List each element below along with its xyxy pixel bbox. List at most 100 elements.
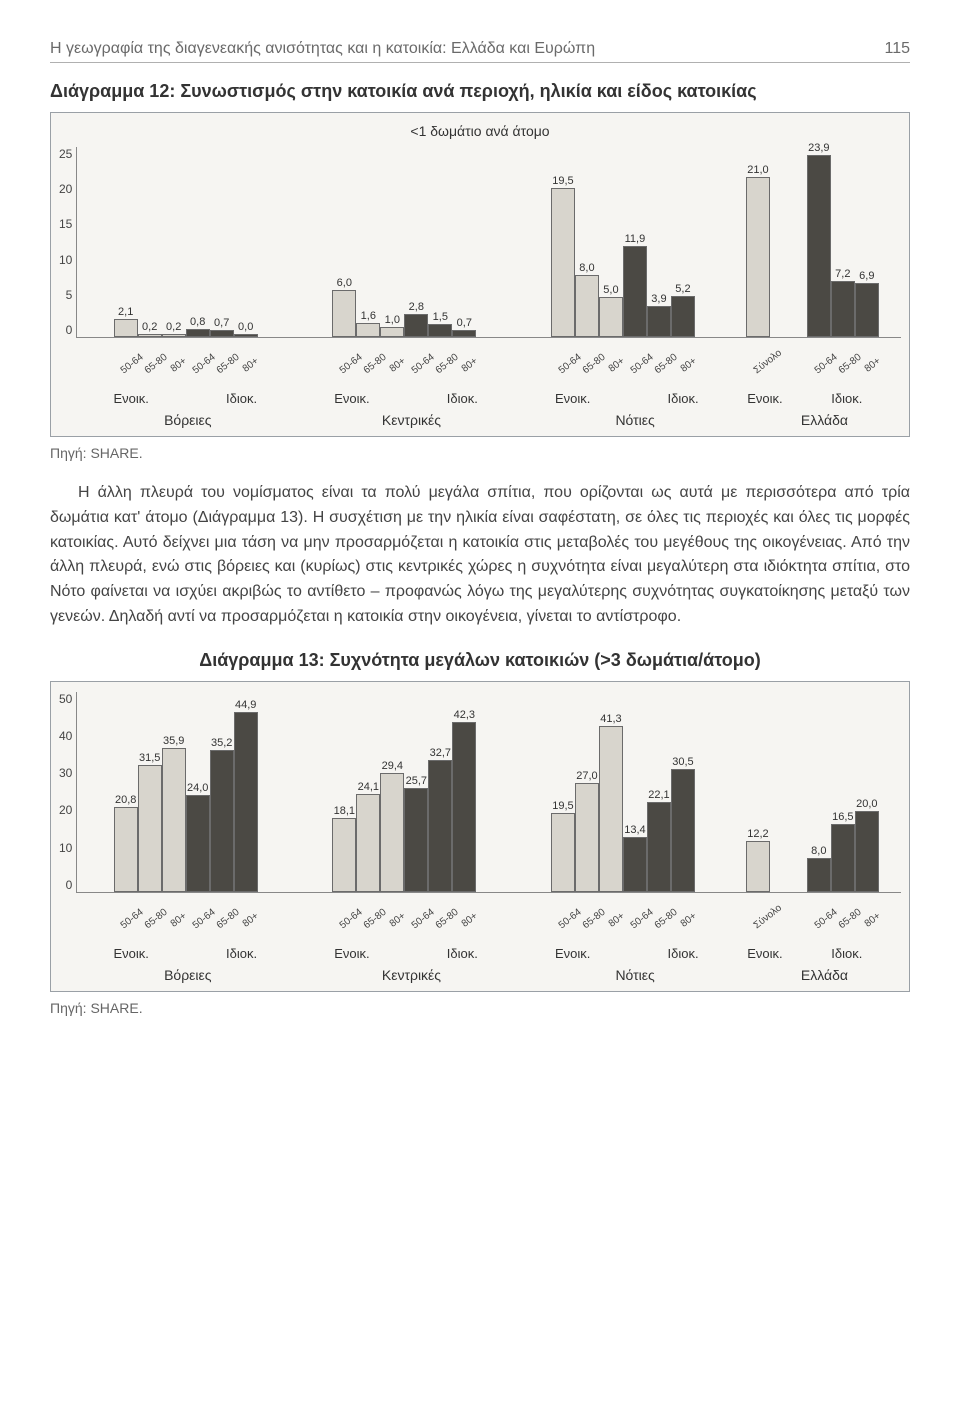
y-tick: 20 <box>59 803 72 817</box>
bar-group: 6,01,61,02,81,50,7 <box>304 277 505 337</box>
xcat-label: 50-64 <box>119 909 143 931</box>
xcat-group: 50-6465-8080+50-6465-8080+ <box>304 342 505 365</box>
xcat-label: 80+ <box>167 354 191 376</box>
bar <box>855 811 879 892</box>
running-header: Η γεωγραφία της διαγενεακής ανισότητας κ… <box>50 40 910 63</box>
bar-wrap: 24,0 <box>187 782 209 892</box>
bar-value-label: 20,0 <box>856 798 877 810</box>
bar <box>332 818 356 892</box>
region-label: Νότιες <box>532 967 738 983</box>
xcat-label: 80+ <box>458 909 482 931</box>
body-paragraph: Η άλλη πλευρά του νομίσματος είναι τα πο… <box>50 481 910 630</box>
bar-value-label: 42,3 <box>454 709 475 721</box>
bar-wrap: 41,3 <box>600 713 622 892</box>
xcat-label: 50-64 <box>812 354 836 376</box>
bar <box>746 841 770 891</box>
bar-value-label: 41,3 <box>600 713 621 725</box>
chart13-title: Διάγραμμα 13: Συχνότητα μεγάλων κατοικιώ… <box>50 650 910 671</box>
bar-wrap: 44,9 <box>235 699 257 892</box>
region-label: Κεντρικές <box>309 412 515 428</box>
bar <box>831 281 855 337</box>
bar-group: 20,831,535,924,035,244,9 <box>85 699 286 892</box>
region-label: Ελλάδα <box>756 967 893 983</box>
bar-value-label: 35,9 <box>163 735 184 747</box>
xcat-label: 50-64 <box>410 909 434 931</box>
y-tick: 25 <box>59 147 72 161</box>
bar-wrap: 2,8 <box>405 301 427 337</box>
xcat-label: 80+ <box>676 909 700 931</box>
region-label: Νότιες <box>532 412 738 428</box>
bar <box>162 748 186 892</box>
bar <box>855 283 879 337</box>
y-tick: 15 <box>59 217 72 231</box>
bar <box>114 319 138 337</box>
bar-wrap: 21,0 <box>747 164 769 337</box>
header-title: Η γεωγραφία της διαγενεακής ανισότητας κ… <box>50 40 595 58</box>
bar-wrap: 5,0 <box>600 284 622 337</box>
xcat-label: 50-64 <box>191 354 215 376</box>
bar-value-label: 21,0 <box>747 164 768 176</box>
bar <box>623 837 647 892</box>
bar <box>186 795 210 892</box>
bar <box>356 323 380 337</box>
bar <box>380 773 404 891</box>
bar <box>671 769 695 892</box>
bar <box>623 246 647 337</box>
bar-wrap: 31,5 <box>139 752 161 892</box>
xcat-label: Σύνολο <box>752 354 776 376</box>
bar-wrap: 1,6 <box>357 310 379 337</box>
xcat-group: Σύνολο <box>741 342 774 365</box>
tenure-label: Ιδιοκ. <box>195 391 287 406</box>
bar-wrap: 3,9 <box>648 293 670 337</box>
xcat-group: 50-6465-8080+50-6465-8080+ <box>85 897 286 920</box>
bar-value-label: 25,7 <box>406 775 427 787</box>
bar-value-label: 3,9 <box>651 293 666 305</box>
bar-value-label: 27,0 <box>576 770 597 782</box>
bar-value-label: 30,5 <box>672 756 693 768</box>
xcat-label: 65-80 <box>143 354 167 376</box>
bar-value-label: 1,6 <box>361 310 376 322</box>
xcat-label: 50-64 <box>191 909 215 931</box>
bar-group: 18,124,129,425,732,742,3 <box>304 709 505 892</box>
region-label: Κεντρικές <box>309 967 515 983</box>
bar-wrap: 7,2 <box>832 268 854 337</box>
bar-wrap: 6,0 <box>333 277 355 337</box>
bar <box>210 750 234 891</box>
bar-value-label: 1,0 <box>385 314 400 326</box>
bar-value-label: 13,4 <box>624 824 645 836</box>
xcat-label: 65-80 <box>652 354 676 376</box>
xcat-group: 50-6465-8080+50-6465-8080+ <box>85 342 286 365</box>
xcat-label: 65-80 <box>434 909 458 931</box>
xcat-label: 50-64 <box>812 909 836 931</box>
bar <box>356 794 380 891</box>
bar-wrap: 0,2 <box>139 321 161 338</box>
bar <box>807 858 831 892</box>
bar-group: 19,58,05,011,93,95,2 <box>523 175 724 337</box>
bar-wrap: 30,5 <box>672 756 694 892</box>
bar <box>210 330 234 337</box>
chart13-source: Πηγή: SHARE. <box>50 1000 910 1016</box>
y-tick: 50 <box>59 692 72 706</box>
bar-wrap: 20,0 <box>856 798 878 892</box>
tenure-label: Ενοικ. <box>747 946 782 961</box>
chart12-box: <1 δωμάτιο ανά άτομο 25201510502,10,20,2… <box>50 112 910 437</box>
bar <box>599 297 623 337</box>
bar-group: 23,97,26,9 <box>793 142 893 337</box>
bar-value-label: 16,5 <box>832 811 853 823</box>
bar <box>452 330 476 337</box>
bar-value-label: 22,1 <box>648 789 669 801</box>
xcat-label: 65-80 <box>143 909 167 931</box>
xcat-label: 65-80 <box>215 354 239 376</box>
tenure-label: Ενοικ. <box>747 391 782 406</box>
bar-wrap: 20,8 <box>115 794 137 891</box>
bar <box>671 296 695 337</box>
bar <box>186 329 210 337</box>
bar-value-label: 0,2 <box>142 321 157 333</box>
bar-wrap: 18,1 <box>333 805 355 892</box>
bar-wrap: 0,0 <box>235 321 257 337</box>
y-tick: 20 <box>59 182 72 196</box>
xcat-group: 50-6465-8080+ <box>793 897 893 920</box>
chart13-box: 5040302010020,831,535,924,035,244,918,12… <box>50 681 910 992</box>
xcat-label: 80+ <box>239 354 263 376</box>
bar-wrap: 35,9 <box>163 735 185 892</box>
